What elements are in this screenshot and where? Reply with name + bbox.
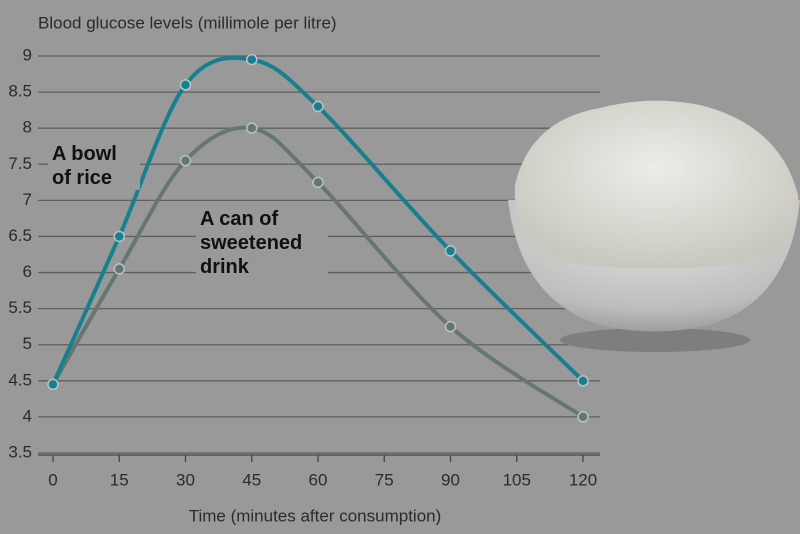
y-tick-label: 6 xyxy=(23,262,32,281)
x-tick-label: 90 xyxy=(441,470,460,489)
y-tick-label: 4.5 xyxy=(8,370,32,389)
y-tick-label: 6.5 xyxy=(8,226,32,245)
point xyxy=(312,176,324,189)
point xyxy=(312,100,324,113)
x-tick-label: 75 xyxy=(375,470,394,489)
series-label: A bowl of rice xyxy=(48,142,140,190)
point xyxy=(179,79,192,91)
point xyxy=(179,154,192,167)
chart-title: Blood glucose levels (millimole per litr… xyxy=(38,13,337,32)
x-tick-label: 45 xyxy=(242,470,261,489)
y-tick-label: 3.5 xyxy=(8,442,32,461)
point xyxy=(113,230,125,243)
x-tick-label: 105 xyxy=(503,470,531,489)
point xyxy=(577,411,589,423)
y-tick-label: 5 xyxy=(23,334,32,353)
x-tick-label: 0 xyxy=(48,470,57,489)
series-label: A can of sweetened drink xyxy=(196,207,328,279)
y-tick-label: 7.5 xyxy=(8,154,32,173)
rice-bowl xyxy=(508,100,800,352)
point xyxy=(246,122,258,134)
y-tick-label: 5.5 xyxy=(8,298,32,317)
point xyxy=(444,245,457,257)
x-tick-label: 15 xyxy=(110,470,129,489)
y-tick-label: 8.5 xyxy=(8,82,32,101)
y-tick-label: 7 xyxy=(23,190,32,209)
y-tick-label: 8 xyxy=(23,118,32,137)
x-tick-label: 120 xyxy=(569,470,597,489)
point xyxy=(113,263,125,275)
point xyxy=(444,320,457,333)
point xyxy=(246,53,258,66)
x-tick-label: 60 xyxy=(309,470,328,489)
y-tick-label: 4 xyxy=(23,406,32,425)
point xyxy=(577,375,589,387)
x-tick-label: 30 xyxy=(176,470,195,489)
point xyxy=(47,378,59,391)
y-tick-label: 9 xyxy=(23,45,32,64)
x-axis-label: Time (minutes after consumption) xyxy=(189,506,442,525)
